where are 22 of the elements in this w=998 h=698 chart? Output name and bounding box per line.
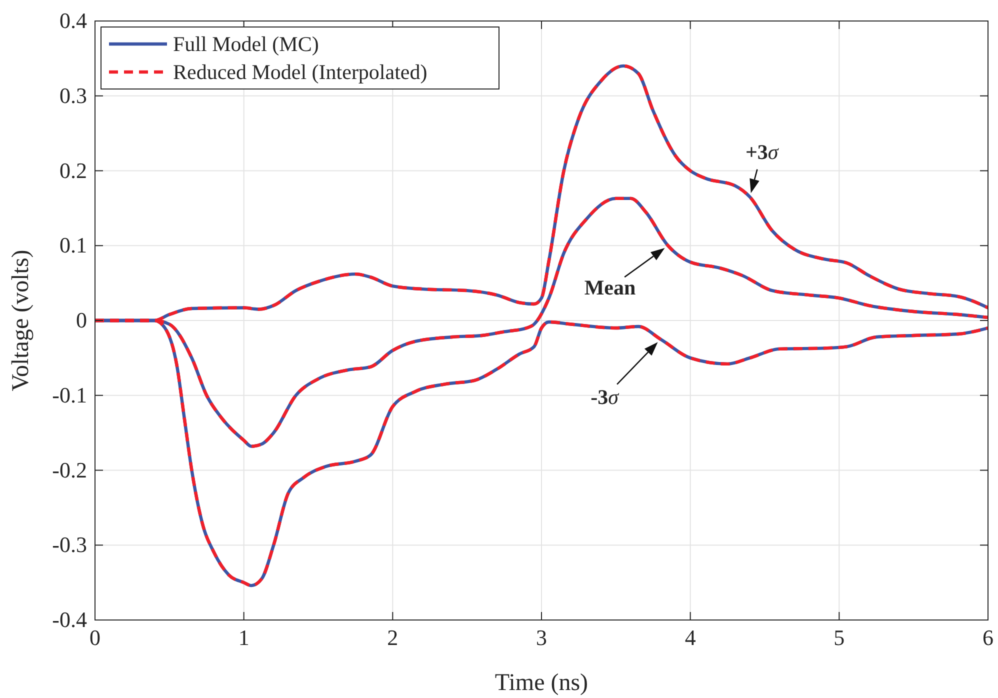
legend-label: Full Model (MC) — [173, 32, 319, 56]
annotation: +3σ — [745, 140, 780, 164]
x-tick-label: 2 — [387, 625, 398, 650]
y-tick-label: 0.3 — [60, 82, 87, 108]
x-axis-title: Time (ns) — [494, 670, 588, 696]
y-tick-label: -0.4 — [52, 607, 87, 632]
x-tick-label: 3 — [536, 625, 547, 650]
y-tick-label: -0.2 — [52, 457, 87, 482]
x-tick-label: 1 — [238, 625, 250, 650]
y-tick-label: 0.2 — [60, 158, 87, 183]
y-tick-label: 0.1 — [60, 232, 87, 258]
x-tick-label: 4 — [684, 625, 696, 650]
x-tick-label: 5 — [834, 625, 845, 650]
y-tick-label: -0.1 — [52, 382, 87, 408]
y-tick-label: 0 — [76, 308, 87, 332]
legend-label: Reduced Model (Interpolated) — [173, 60, 428, 84]
y-axis-title: Voltage (volts) — [8, 250, 34, 392]
annotation: Mean — [584, 276, 636, 300]
y-tick-label: 0.4 — [60, 8, 87, 33]
annotation: -3σ — [590, 385, 620, 410]
x-tick-label: 6 — [982, 625, 994, 650]
y-tick-label: -0.3 — [52, 532, 87, 558]
